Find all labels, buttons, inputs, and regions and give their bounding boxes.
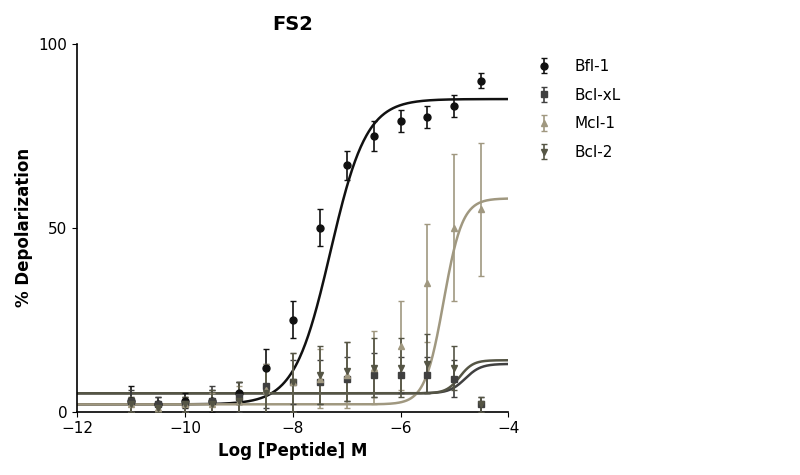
Legend: Bfl-1, Bcl-xL, Mcl-1, Bcl-2: Bfl-1, Bcl-xL, Mcl-1, Bcl-2 [525, 59, 622, 160]
Title: FS2: FS2 [272, 15, 313, 34]
Y-axis label: % Depolarization: % Depolarization [15, 148, 33, 307]
X-axis label: Log [Peptide] M: Log [Peptide] M [218, 442, 367, 460]
